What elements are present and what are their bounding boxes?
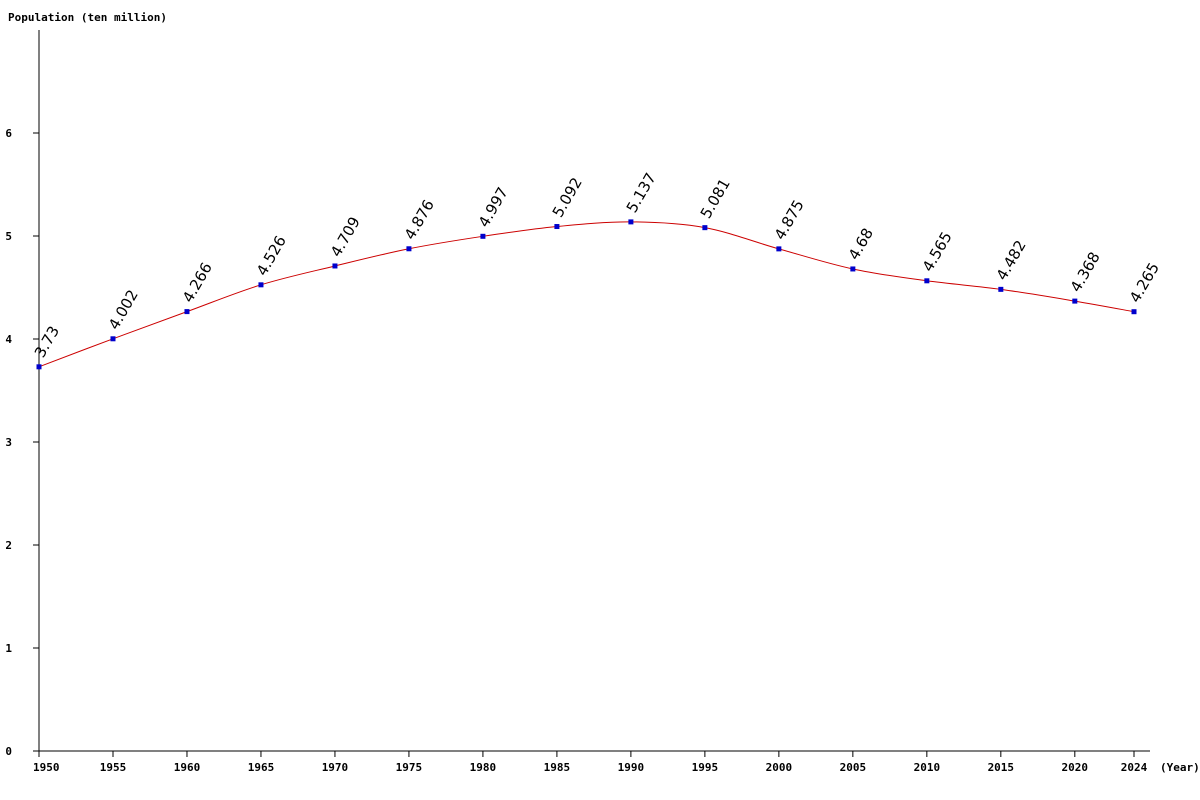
y-tick-label: 2 <box>5 539 12 552</box>
x-tick-label: 2024 <box>1121 761 1148 774</box>
data-label: 4.265 <box>1126 260 1163 306</box>
data-markers <box>36 219 1137 370</box>
data-label: 4.266 <box>179 259 216 305</box>
data-point <box>850 266 856 272</box>
x-tick-label: 2005 <box>840 761 867 774</box>
data-label: 4.482 <box>993 237 1030 283</box>
data-label: 4.002 <box>105 287 142 333</box>
data-label: 5.092 <box>549 174 586 220</box>
y-tick-label: 0 <box>5 745 12 758</box>
data-label: 5.081 <box>697 175 734 221</box>
data-label: 4.997 <box>475 184 512 230</box>
data-point <box>628 219 634 225</box>
data-label: 4.526 <box>253 233 290 279</box>
data-point <box>1072 298 1078 304</box>
x-tick-label: 1955 <box>100 761 127 774</box>
data-label: 4.709 <box>327 214 364 260</box>
x-tick-label: 1990 <box>618 761 645 774</box>
data-point <box>36 364 42 370</box>
y-axis-title: Population (ten million) <box>8 11 167 24</box>
data-point <box>184 309 190 315</box>
y-tick-label: 3 <box>5 436 12 449</box>
y-tick-label: 1 <box>5 642 12 655</box>
data-label: 3.73 <box>31 323 63 361</box>
data-labels: 3.73 4.002 4.266 4.526 4.709 4.876 4.997 5.092 5… <box>31 170 1163 361</box>
population-line <box>38 221 1135 368</box>
x-tick-label: 1950 <box>33 761 60 774</box>
y-tick-label: 6 <box>5 127 12 140</box>
x-axis-ticks: 1950 1955 1960 1965 1970 1975 1980 1985 1990 1995… <box>33 751 1148 774</box>
data-label: 4.875 <box>771 197 808 243</box>
data-point <box>776 246 782 252</box>
data-label: 4.68 <box>845 225 877 263</box>
data-point <box>480 233 486 239</box>
data-label: 4.876 <box>401 197 438 243</box>
x-tick-label: 1970 <box>322 761 349 774</box>
x-tick-label: 1975 <box>396 761 423 774</box>
data-point <box>998 286 1004 292</box>
x-tick-label: 2020 <box>1062 761 1089 774</box>
y-tick-label: 5 <box>5 230 12 243</box>
data-point <box>1131 309 1137 315</box>
x-tick-label: 2015 <box>988 761 1015 774</box>
x-tick-label: 1980 <box>470 761 497 774</box>
x-tick-label: 1995 <box>692 761 719 774</box>
x-tick-label: 1965 <box>248 761 275 774</box>
data-label: 4.565 <box>919 229 956 275</box>
data-point <box>110 336 116 342</box>
data-label: 4.368 <box>1067 249 1104 295</box>
data-point <box>924 278 930 284</box>
data-point <box>258 282 264 288</box>
x-axis-title: (Year) <box>1160 761 1200 774</box>
x-tick-label: 2010 <box>914 761 941 774</box>
x-tick-label: 1960 <box>174 761 201 774</box>
y-axis-ticks: 0 1 2 3 4 5 6 <box>5 127 39 758</box>
data-label: 5.137 <box>623 170 660 216</box>
x-tick-label: 2000 <box>766 761 793 774</box>
data-point <box>332 263 338 269</box>
data-point <box>406 246 412 252</box>
data-point <box>702 225 708 231</box>
y-tick-label: 4 <box>5 333 12 346</box>
data-point <box>554 224 560 230</box>
x-tick-label: 1985 <box>544 761 571 774</box>
